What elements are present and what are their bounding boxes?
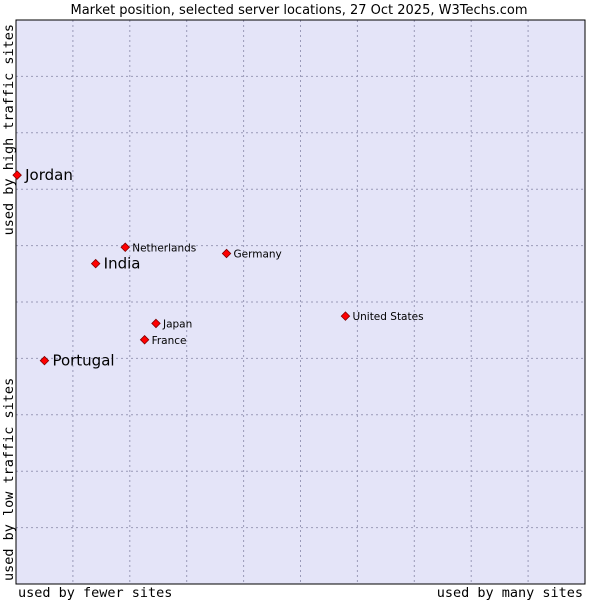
point-marker-france — [139, 335, 150, 345]
grid-lines — [16, 20, 585, 584]
point-label-japan: Japan — [162, 318, 192, 330]
point-marker-netherlands — [120, 242, 131, 253]
point-marker-india — [90, 258, 101, 269]
point-label-france: France — [152, 335, 187, 347]
point-marker-portugal — [39, 355, 50, 366]
data-points: Jordan India Portugal Netherlands Germany Uni… — [12, 166, 424, 370]
point-marker-united-states — [340, 311, 351, 321]
x-axis-label-left: used by fewer sites — [18, 585, 172, 600]
y-axis-label-bottom: used by low traffic sites — [1, 378, 17, 581]
plot-frame — [15, 19, 586, 585]
point-label-india: India — [104, 255, 141, 273]
point-marker-germany — [221, 248, 232, 259]
point-label-jordan: Jordan — [24, 166, 73, 184]
point-label-netherlands: Netherlands — [132, 242, 196, 254]
chart-title: Market position, selected server locatio… — [70, 3, 527, 18]
point-marker-jordan — [12, 170, 22, 180]
point-label-germany: Germany — [234, 248, 282, 260]
point-marker-japan — [151, 318, 161, 329]
x-axis-label-right: used by many sites — [437, 585, 583, 600]
point-label-portugal: Portugal — [52, 352, 114, 370]
y-axis-label-top: used by high traffic sites — [1, 24, 17, 235]
point-label-united-states: United States — [352, 311, 423, 323]
